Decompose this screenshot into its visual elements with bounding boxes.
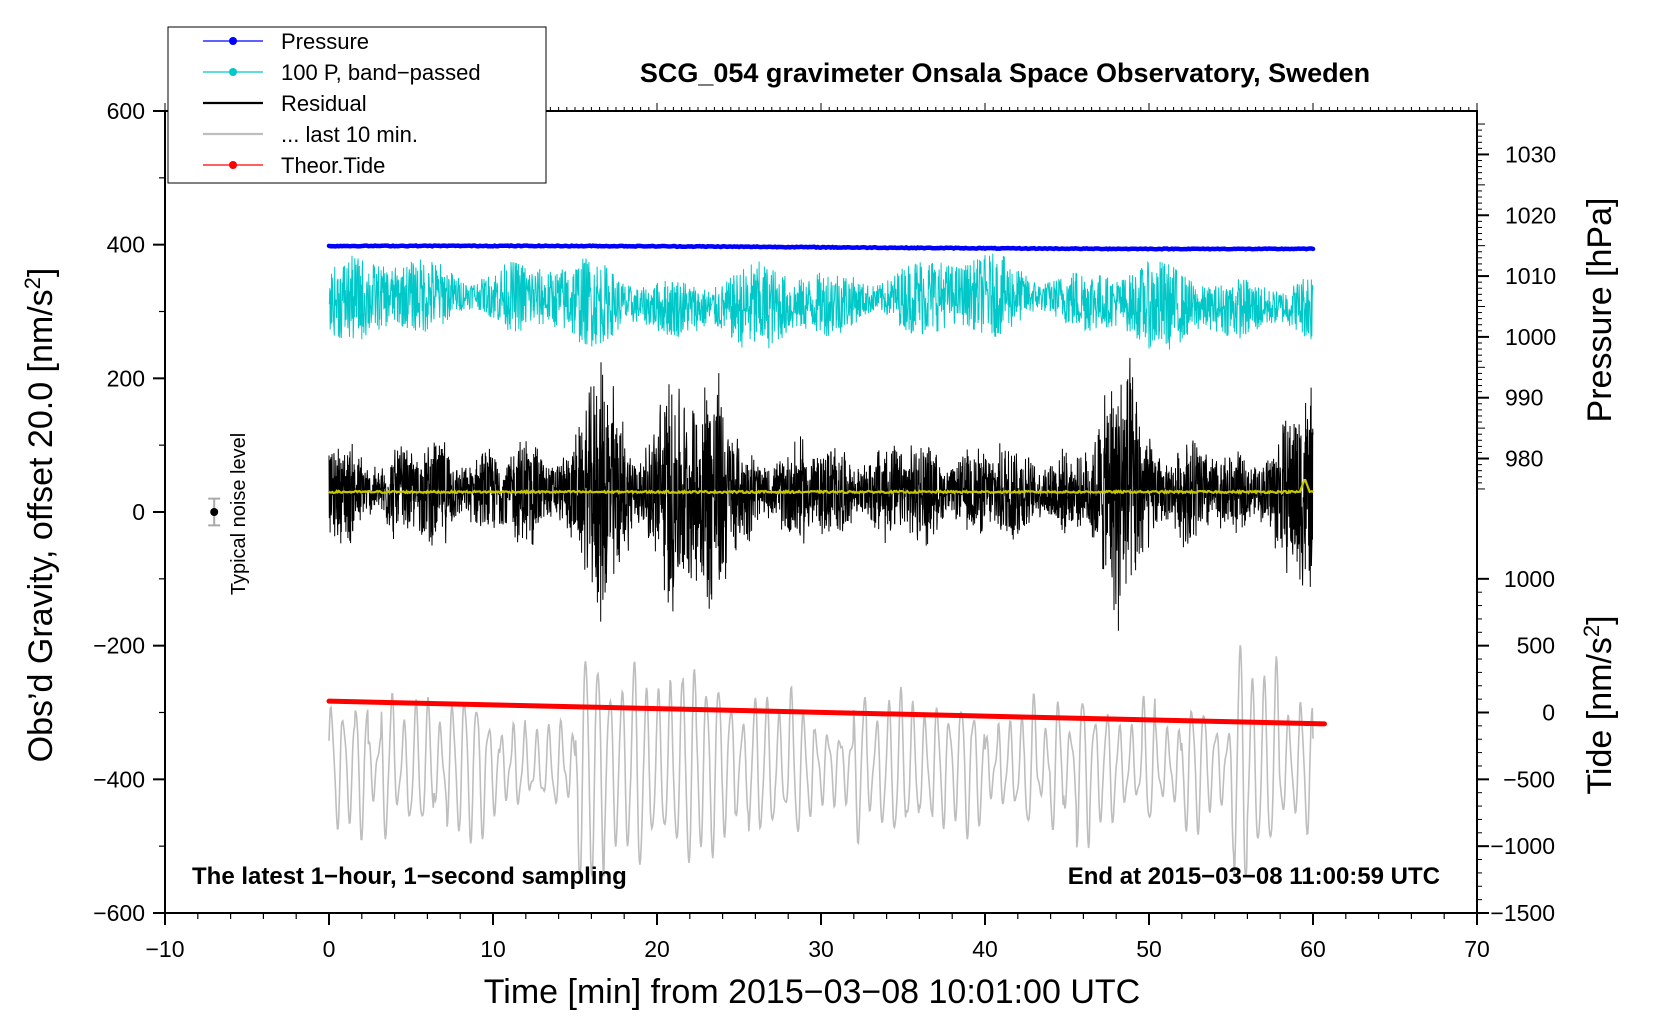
- legend-swatch-marker: [229, 37, 237, 45]
- series-trend-line: [328, 479, 1314, 496]
- tide-tick-label: −1500: [1490, 900, 1555, 926]
- legend-label: Theor.Tide: [281, 153, 385, 178]
- x-tick-label: −10: [145, 936, 184, 962]
- y-axis-label-tide-suffix: ]: [1581, 615, 1619, 624]
- legend-entry: Theor.Tide: [203, 153, 385, 178]
- noise-level-marker: [208, 497, 221, 527]
- tide-tick-label: 500: [1517, 633, 1555, 659]
- pressure-tick-label: 1030: [1505, 141, 1556, 167]
- y-axis-label-pressure: Pressure [hPa]: [1581, 198, 1619, 423]
- end-time-annotation: End at 2015−03−08 11:00:59 UTC: [1068, 863, 1440, 890]
- y-tick-label: −200: [93, 633, 145, 659]
- legend-entry: Residual: [203, 91, 367, 116]
- x-tick-label: 10: [480, 936, 506, 962]
- series-layer: [208, 243, 1327, 877]
- pressure-tick-label: 990: [1505, 385, 1543, 411]
- series-residual-line: [328, 357, 1314, 631]
- legend-entry: ... last 10 min.: [203, 122, 418, 147]
- legend-items: Pressure 100 P, band−passed Residual ... la…: [203, 29, 481, 178]
- sampling-annotation: The latest 1−hour, 1−second sampling: [192, 863, 627, 890]
- pressure-tick-label: 1010: [1505, 263, 1556, 289]
- x-tick-label: 50: [1136, 936, 1162, 962]
- y-tick-label: −600: [93, 900, 145, 926]
- pressure-tick-label: 1000: [1505, 324, 1556, 350]
- y-axis-label-left: Obs’d Gravity, offset 20.0 [nm/s2]: [20, 268, 61, 763]
- y-axis-label-left-text: Obs’d Gravity, offset 20.0 [nm/s: [22, 289, 60, 762]
- pressure-tick-label: 1020: [1505, 202, 1556, 228]
- legend-label: 100 P, band−passed: [281, 60, 481, 85]
- y-axis-label-left-sup: 2: [20, 277, 45, 289]
- legend-swatch-marker: [229, 68, 237, 76]
- legend-entry: Pressure: [203, 29, 369, 54]
- legend-swatch-marker: [229, 161, 237, 169]
- noise-level-label: Typical noise level: [228, 433, 250, 595]
- axes-layer: −10 0 10 20 30 40 50 60 706004002000−200−400−600…: [93, 98, 1556, 962]
- legend-entry: 100 P, band−passed: [203, 60, 481, 85]
- series-pressure-line: [326, 243, 1316, 252]
- legend-label: Pressure: [281, 29, 369, 54]
- legend-box: [167, 26, 547, 184]
- x-axis-label: Time [min] from 2015−03−08 10:01:00 UTC: [484, 973, 1140, 1011]
- series-last-10-min-line: [328, 645, 1314, 877]
- y-axis-label-tide: Tide [nm/s2]: [1579, 615, 1620, 794]
- series-theor-tide-line: [326, 698, 1327, 727]
- noise-point: [210, 508, 219, 516]
- x-tick-label: 20: [644, 936, 670, 962]
- x-tick-label: 30: [808, 936, 834, 962]
- chart-title: SCG_054 gravimeter Onsala Space Observat…: [640, 58, 1370, 88]
- y-tick-label: 0: [132, 499, 145, 525]
- y-tick-label: 400: [107, 232, 145, 258]
- x-tick-label: 60: [1300, 936, 1326, 962]
- tide-tick-label: −1000: [1490, 833, 1555, 859]
- tide-tick-label: −500: [1503, 766, 1555, 792]
- x-tick-label: 40: [972, 936, 998, 962]
- y-tick-label: 600: [107, 98, 145, 124]
- tide-tick-label: 1000: [1504, 566, 1555, 592]
- y-tick-label: 200: [107, 365, 145, 391]
- y-tick-label: −400: [93, 766, 145, 792]
- series-band-passed-line: [328, 253, 1314, 350]
- x-tick-label: 70: [1464, 936, 1490, 962]
- y-axis-label-left-suffix: ]: [22, 268, 60, 277]
- tide-tick-label: 0: [1542, 700, 1555, 726]
- legend-label: ... last 10 min.: [281, 122, 418, 147]
- x-tick-label: 0: [323, 936, 336, 962]
- y-axis-label-tide-text: Tide [nm/s: [1581, 637, 1619, 794]
- legend: Pressure 100 P, band−passed Residual ... la…: [167, 26, 547, 184]
- pressure-tick-label: 980: [1505, 446, 1543, 472]
- y-axis-label-tide-sup: 2: [1579, 625, 1604, 637]
- legend-label: Residual: [281, 91, 367, 116]
